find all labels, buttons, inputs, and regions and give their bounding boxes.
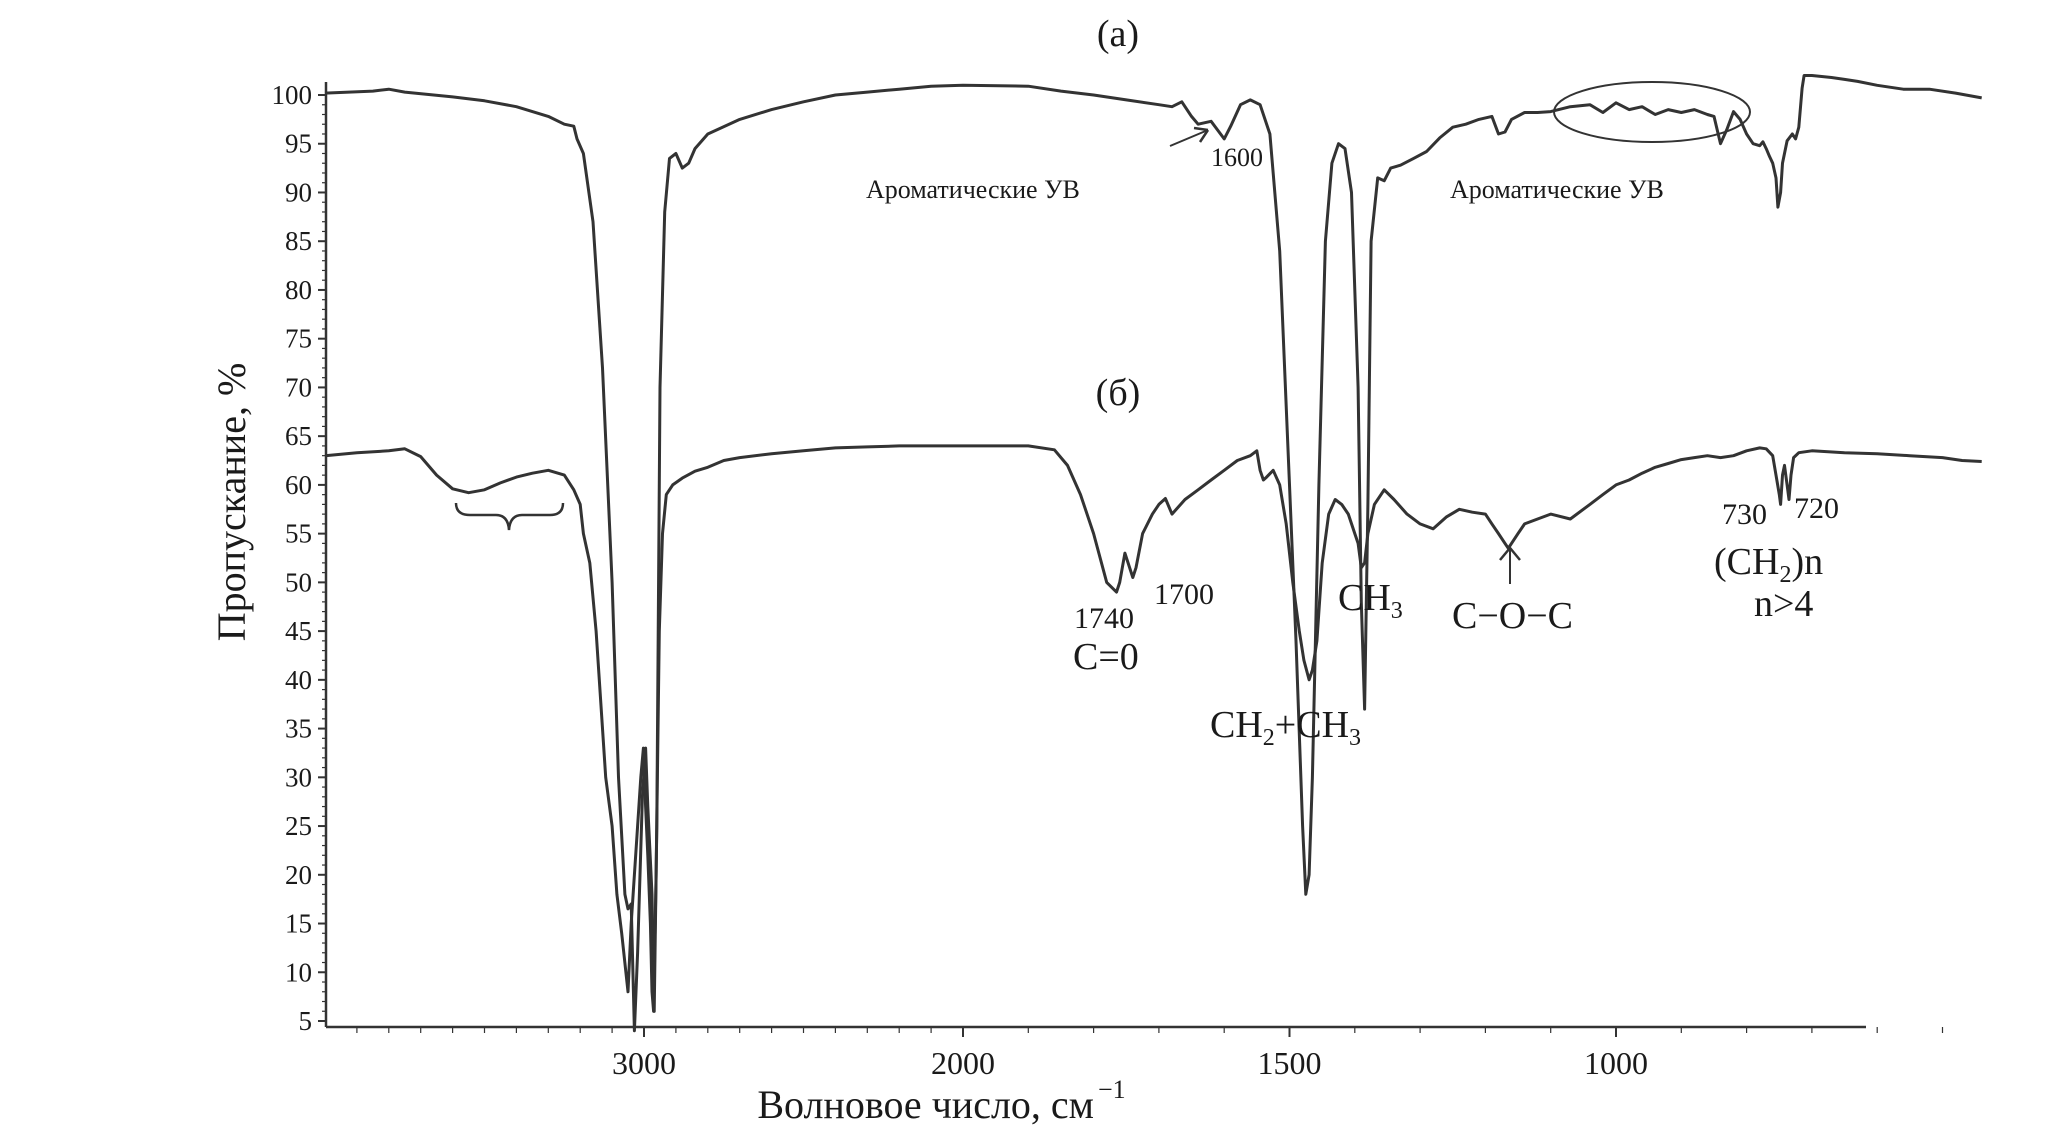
peak-label-720: 720 bbox=[1794, 492, 1839, 525]
x-axis-label-superscript: −1 bbox=[1098, 1075, 1126, 1104]
ch2n-label: (CH2)n bbox=[1714, 541, 1823, 588]
aromatic-label-left: Ароматические УВ bbox=[866, 175, 1080, 204]
y-tick-label: 40 bbox=[285, 665, 312, 695]
x-tick-label: 2000 bbox=[931, 1045, 995, 1081]
y-tick-label: 65 bbox=[285, 421, 312, 451]
y-tick-label: 45 bbox=[285, 616, 312, 646]
y-tick-label: 60 bbox=[285, 470, 312, 500]
y-tick-label: 5 bbox=[299, 1006, 313, 1036]
coc-label: C−O−C bbox=[1452, 595, 1573, 637]
carbonyl-label: C=0 bbox=[1073, 636, 1139, 678]
y-tick-label: 10 bbox=[285, 957, 312, 987]
ch3-part: CH bbox=[1338, 577, 1391, 619]
spectrum-b-line bbox=[324, 444, 1982, 1013]
spectrum-a-line bbox=[324, 74, 1982, 1033]
aromatic-region-ellipse bbox=[1553, 81, 1751, 143]
n-condition-label: n>4 bbox=[1754, 583, 1813, 625]
aromatic-label-right: Ароматические УВ bbox=[1450, 175, 1664, 204]
ch2-ch3-part1: CH bbox=[1210, 704, 1263, 746]
broad-band-brace bbox=[454, 502, 565, 531]
y-tick-label: 80 bbox=[285, 275, 312, 305]
y-tick-group: 100 95 90 85 80 75 70 65 60 55 50 45 40 35 30 25 20 15 10 5 bbox=[272, 80, 326, 1036]
y-tick-label: 35 bbox=[285, 714, 312, 744]
ch2-ch3-part2: +CH bbox=[1275, 704, 1349, 746]
y-tick-label: 20 bbox=[285, 860, 312, 890]
peak-label-1740: 1740 bbox=[1074, 602, 1134, 635]
y-tick-label: 100 bbox=[272, 80, 313, 110]
panel-label-a: (а) bbox=[1097, 13, 1139, 55]
arrow-1600-line bbox=[1169, 129, 1209, 147]
y-axis-label: Пропускание, % bbox=[209, 363, 254, 642]
y-tick-label: 25 bbox=[285, 811, 312, 841]
x-tick-group: 3000 2000 1500 1000 bbox=[356, 1027, 1944, 1081]
y-tick-label: 55 bbox=[285, 519, 312, 549]
y-tick-label: 95 bbox=[285, 129, 312, 159]
ch2-ch3-label: CH2+CH3 bbox=[1210, 704, 1361, 751]
ch2-ch3-sub2: 3 bbox=[1349, 725, 1361, 751]
peak-label-1600: 1600 bbox=[1211, 143, 1263, 172]
arrow-1600-head bbox=[1193, 126, 1210, 143]
x-tick-label: 1500 bbox=[1258, 1045, 1322, 1081]
y-tick-label: 15 bbox=[285, 909, 312, 939]
y-tick-label: 90 bbox=[285, 177, 312, 207]
arrow-coc-head bbox=[1499, 546, 1521, 561]
ch2n-sub: 2 bbox=[1779, 562, 1791, 588]
ch3-label: CH3 bbox=[1338, 577, 1403, 624]
y-tick-label: 30 bbox=[285, 762, 312, 792]
x-tick-label: 1000 bbox=[1584, 1045, 1648, 1081]
y-tick-label: 50 bbox=[285, 567, 312, 597]
y-tick-label: 70 bbox=[285, 372, 312, 402]
ch2-ch3-sub1: 2 bbox=[1263, 725, 1275, 751]
ch3-sub: 3 bbox=[1391, 598, 1403, 624]
ch2n-part1: (CH bbox=[1714, 541, 1779, 583]
ch2n-part2: )n bbox=[1791, 541, 1823, 583]
y-tick-label: 85 bbox=[285, 226, 312, 256]
y-tick-label: 75 bbox=[285, 324, 312, 354]
x-axis-label: Волновое число, см bbox=[757, 1082, 1094, 1127]
peak-label-1700: 1700 bbox=[1154, 578, 1214, 611]
x-tick-label: 3000 bbox=[612, 1045, 676, 1081]
peak-label-730: 730 bbox=[1722, 498, 1767, 531]
panel-label-b: (б) bbox=[1096, 372, 1141, 414]
